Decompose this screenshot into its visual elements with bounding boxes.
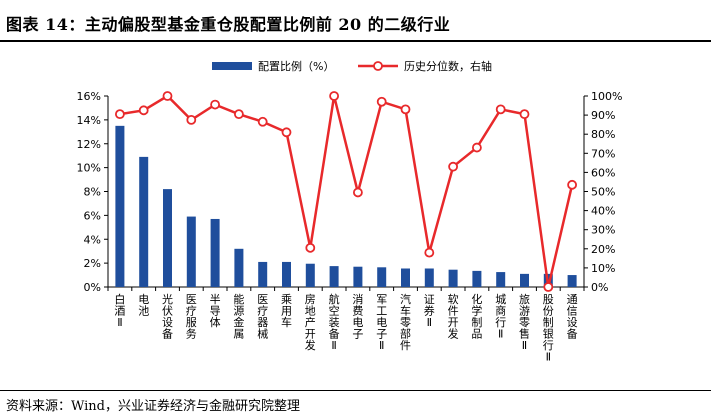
title-rule <box>0 40 711 42</box>
line-point <box>352 187 363 198</box>
bar <box>496 272 506 287</box>
category-label: 城商行 Ⅱ <box>495 293 506 341</box>
line-point <box>281 127 292 138</box>
bar <box>305 263 315 287</box>
category-label: 电池 <box>138 293 149 318</box>
category-labels: 白酒 Ⅱ 电池 光伏设备 医疗服务 半导体 能源金属 医疗器械 乘用车 房地产开发 航空装备 Ⅱ 消费电… <box>114 292 577 364</box>
line-point <box>376 96 387 107</box>
category-label: 乘用车 <box>281 293 292 329</box>
category-label: 证券 Ⅱ <box>424 293 435 329</box>
line-point <box>233 109 244 120</box>
bar <box>353 266 363 287</box>
chart: 配置比例（%） 历史分位数，右轴 0%2%4%6%8%10%12%14%16%0%… <box>77 59 623 364</box>
y-right-tick-label: 80% <box>591 128 615 141</box>
source-note: 资料来源：Wind，兴业证券经济与金融研究院整理 <box>6 399 300 414</box>
line-point <box>329 91 340 101</box>
bar <box>377 267 387 287</box>
category-label: 能源金属 <box>233 292 244 341</box>
source-rule <box>0 390 711 391</box>
y-right-tick-label: 0% <box>591 281 608 294</box>
category-label: 通信设备 <box>567 293 578 341</box>
bar <box>234 248 244 287</box>
category-label: 化学制品 <box>471 292 482 341</box>
line-point <box>162 91 173 101</box>
line-point <box>257 116 268 127</box>
line-point <box>519 109 530 120</box>
category-label: 白酒 Ⅱ <box>114 292 125 329</box>
bar <box>329 266 339 287</box>
category-label: 医疗器械 <box>257 293 268 341</box>
legend-swatch-bar <box>212 62 252 70</box>
legend-label-line: 历史分位数，右轴 <box>404 59 492 73</box>
y-left-tick-label: 8% <box>84 186 101 199</box>
bar <box>472 270 482 287</box>
bar <box>258 261 268 287</box>
category-label: 光伏设备 <box>162 292 173 341</box>
category-label: 航空装备 Ⅱ <box>329 292 340 352</box>
line-point <box>400 104 411 115</box>
bar-series <box>115 125 577 287</box>
category-label: 汽车零部件 <box>400 292 411 352</box>
y-right-tick-label: 70% <box>591 147 615 160</box>
bar <box>424 268 434 287</box>
y-right-tick-label: 30% <box>591 224 615 237</box>
y-right-tick-label: 40% <box>591 205 615 218</box>
figure-title: 图表 14：主动偏股型基金重仓股配置比例前 20 的二级行业 <box>6 15 451 34</box>
category-label: 军工电子 Ⅱ <box>376 293 387 352</box>
y-left-tick-label: 12% <box>77 138 101 151</box>
bar <box>567 275 577 287</box>
bar <box>401 268 410 287</box>
line-point <box>210 99 221 110</box>
y-left-tick-label: 10% <box>77 162 101 175</box>
line-point <box>448 161 459 172</box>
legend-label-bar: 配置比例（%） <box>258 59 334 73</box>
line-series <box>115 91 577 292</box>
category-label: 半导体 <box>210 292 221 329</box>
y-right-tick-label: 90% <box>591 109 615 122</box>
bar <box>282 261 291 287</box>
y-right-tick-label: 60% <box>591 166 615 179</box>
bar <box>139 156 149 287</box>
chart-axes: 0% 2% 4% 6% 8% 10% 12% 14% 16% 0% 10% 20% 30% 40% 50% 6… <box>77 90 623 294</box>
y-left-tick-label: 4% <box>84 233 101 246</box>
category-label: 消费电子 <box>352 292 363 341</box>
category-label: 医疗服务 <box>186 293 197 341</box>
category-label: 软件开发 <box>448 292 459 341</box>
line-point <box>138 105 149 116</box>
figure-title-bar: 图表 14：主动偏股型基金重仓股配置比例前 20 的二级行业 <box>0 0 711 42</box>
category-label: 房地产开发 <box>305 293 316 352</box>
category-label: 旅游零售 Ⅱ <box>519 292 530 352</box>
category-label: 股份制银行 Ⅱ <box>543 293 554 364</box>
y-left-tick-label: 0% <box>84 281 101 294</box>
line-point <box>424 247 435 258</box>
bar <box>186 216 196 287</box>
bar <box>210 218 220 287</box>
y-left-tick-label: 6% <box>84 209 101 222</box>
line-point <box>567 179 577 190</box>
y-right-tick-label: 100% <box>591 90 622 103</box>
line-point <box>543 282 554 292</box>
y-right-tick-label: 20% <box>591 243 615 256</box>
line-point <box>186 114 197 125</box>
line-point <box>115 109 125 120</box>
y-right-tick-label: 10% <box>591 262 615 275</box>
chart-legend: 配置比例（%） 历史分位数，右轴 <box>212 59 492 73</box>
line-point <box>305 242 316 253</box>
bar <box>115 125 125 287</box>
y-left-tick-label: 16% <box>77 90 101 103</box>
y-left-tick-label: 2% <box>84 257 101 270</box>
legend-swatch-marker <box>373 61 383 71</box>
bar <box>520 273 529 287</box>
line-point <box>495 104 506 115</box>
bar <box>163 189 172 287</box>
bar <box>448 269 458 287</box>
line-point <box>471 142 482 153</box>
y-right-tick-label: 50% <box>591 186 615 199</box>
y-left-tick-label: 14% <box>77 114 101 127</box>
